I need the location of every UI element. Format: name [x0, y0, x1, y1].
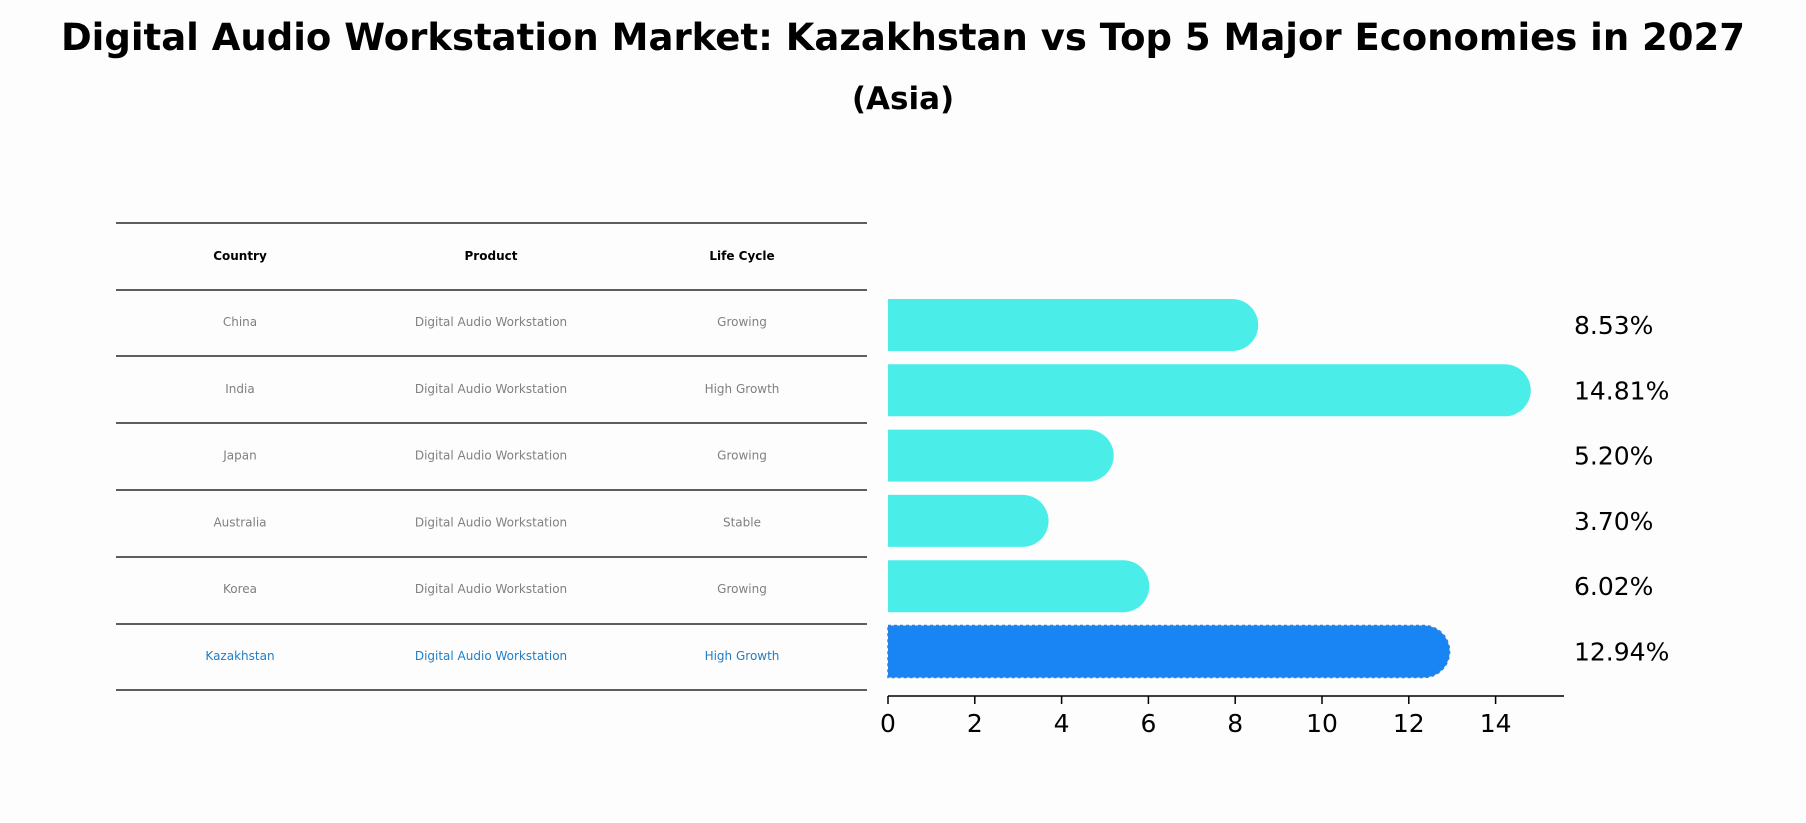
x-tick-label: 12 [1393, 709, 1425, 738]
table-cell: Digital Audio Workstation [415, 449, 567, 463]
x-tick-label: 10 [1306, 709, 1338, 738]
bar-japan [888, 429, 1114, 482]
value-label: 14.81% [1574, 376, 1669, 405]
bar-area: 8.53% 14.81% 5.20% 3.70% 6.02% 12.94% [887, 299, 1669, 679]
table-cell: Digital Audio Workstation [415, 649, 567, 663]
table-header-cell: Life Cycle [709, 249, 774, 263]
x-tick-label: 14 [1480, 709, 1512, 738]
x-tick-label: 2 [967, 709, 983, 738]
bar-korea [888, 560, 1150, 613]
table-cell: High Growth [705, 382, 780, 396]
bar-kazakhstan [887, 624, 1451, 679]
table-header-cell: Product [465, 249, 518, 263]
value-label: 6.02% [1574, 572, 1653, 601]
table-cell: Growing [717, 449, 767, 463]
table-cell: Digital Audio Workstation [415, 515, 567, 529]
table-cell: Kazakhstan [205, 649, 274, 663]
table-cell: Japan [222, 449, 256, 463]
value-label: 3.70% [1574, 507, 1653, 536]
table-cell: India [225, 382, 254, 396]
value-label: 8.53% [1574, 311, 1653, 340]
value-label: 12.94% [1574, 638, 1669, 667]
data-table: Country Product Life Cycle China Digital Aud… [116, 222, 867, 691]
x-tick-label: 8 [1227, 709, 1243, 738]
table-cell: Korea [223, 582, 257, 596]
table-cell: Growing [717, 315, 767, 329]
bar-china [888, 299, 1259, 351]
x-tick-label: 4 [1054, 709, 1070, 738]
table-cell: Stable [723, 515, 761, 529]
bar-australia [888, 494, 1049, 547]
table-cell: Digital Audio Workstation [415, 382, 567, 396]
x-tick-label: 6 [1140, 709, 1156, 738]
value-label: 5.20% [1574, 442, 1653, 471]
x-tick-label: 0 [880, 709, 896, 738]
table-cell: Australia [213, 515, 266, 529]
x-axis: 0 2 4 6 8 10 12 14 [880, 695, 1564, 738]
table-cell: Growing [717, 582, 767, 596]
table-cell: Digital Audio Workstation [415, 582, 567, 596]
table-cell: High Growth [705, 649, 780, 663]
chart-title: Digital Audio Workstation Market: Kazakh… [61, 16, 1745, 59]
bar-india [888, 364, 1531, 417]
chart-subtitle: (Asia) [852, 81, 954, 117]
table-header-cell: Country [213, 249, 267, 263]
table-cell: Digital Audio Workstation [415, 315, 567, 329]
table-cell: China [223, 315, 257, 329]
